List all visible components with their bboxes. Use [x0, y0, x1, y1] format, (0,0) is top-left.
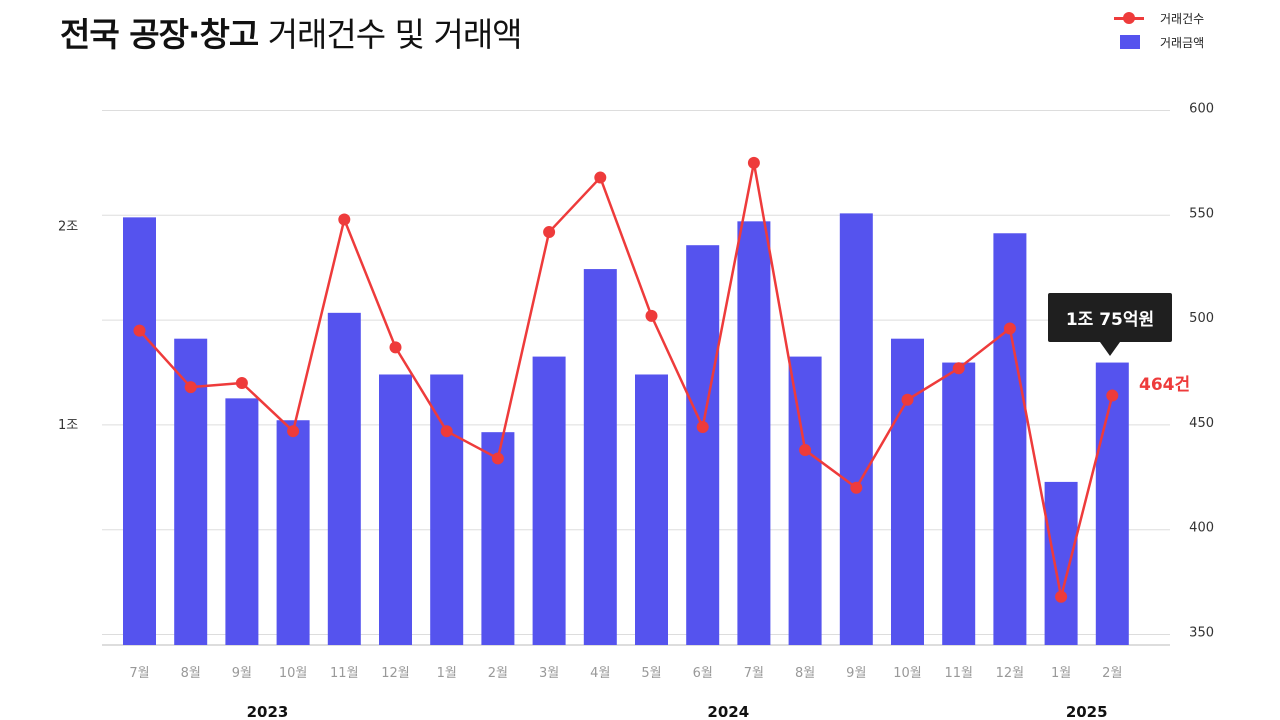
- bar: [379, 374, 412, 645]
- x-tick-label: 7월: [744, 666, 764, 681]
- left-axis-tick-label: 2조: [58, 219, 78, 234]
- bar: [327, 312, 361, 645]
- count-point: [389, 341, 402, 354]
- line-marker-icon: [1114, 11, 1144, 25]
- chart-title: 전국 공장·창고 거래건수 및 거래액: [60, 8, 523, 56]
- right-axis-tick-label: 450: [1189, 416, 1214, 431]
- bar: [583, 269, 617, 645]
- count-point: [799, 444, 812, 457]
- count-point: [850, 481, 863, 494]
- bar: [839, 213, 873, 645]
- chart-title-bold: 전국 공장·창고: [60, 15, 259, 54]
- bar: [532, 356, 566, 645]
- bar: [430, 374, 464, 645]
- bar: [788, 356, 822, 645]
- bar: [225, 398, 259, 645]
- x-tick-label: 4월: [590, 666, 610, 681]
- count-point: [491, 452, 504, 465]
- bar: [1044, 481, 1078, 645]
- bar: [123, 217, 156, 646]
- right-axis-tick-label: 350: [1189, 626, 1214, 641]
- x-tick-label: 3월: [539, 666, 559, 681]
- count-point: [440, 425, 453, 438]
- count-point: [1003, 322, 1016, 335]
- last-point-label: 464건: [1139, 375, 1191, 395]
- tooltip-arrow: [1100, 342, 1120, 356]
- count-point: [747, 156, 760, 169]
- left-axis-tick-label: 1조: [58, 418, 78, 433]
- count-point: [338, 213, 351, 226]
- x-tick-label: 8월: [181, 666, 201, 681]
- chart-legend: 거래건수 거래금액: [1114, 6, 1204, 54]
- x-tick-label: 12월: [381, 666, 410, 681]
- bar-swatch-icon: [1114, 35, 1144, 49]
- x-tick-label: 2월: [488, 666, 508, 681]
- count-point: [287, 425, 300, 438]
- right-axis-tick-label: 400: [1189, 521, 1214, 536]
- legend-label-count: 거래건수: [1160, 11, 1205, 26]
- count-point: [184, 381, 197, 394]
- year-label: 2024: [707, 703, 749, 720]
- x-tick-label: 6월: [693, 666, 713, 681]
- year-label: 2025: [1066, 703, 1108, 720]
- chart-title-light: 거래건수 및 거래액: [267, 15, 523, 54]
- x-tick-label: 5월: [641, 666, 661, 681]
- right-axis-tick-label: 500: [1189, 311, 1214, 326]
- x-tick-label: 7월: [129, 666, 149, 681]
- bar: [891, 338, 924, 645]
- tooltip: 1조 75억원: [1048, 293, 1172, 342]
- x-tick-label: 10월: [279, 666, 308, 681]
- bar: [737, 221, 771, 645]
- bar: [1095, 362, 1129, 645]
- x-tick-label: 1월: [437, 666, 457, 681]
- bar: [635, 374, 668, 645]
- count-point: [594, 171, 607, 184]
- bar: [686, 245, 720, 645]
- bar: [942, 362, 976, 645]
- x-tick-label: 2월: [1102, 666, 1122, 681]
- legend-label-amount: 거래금액: [1160, 35, 1205, 50]
- count-point: [235, 376, 248, 389]
- count-point: [1106, 389, 1119, 402]
- count-point: [543, 226, 556, 239]
- legend-item-amount: 거래금액: [1114, 30, 1204, 54]
- year-label: 2023: [247, 703, 289, 720]
- x-tick-label: 1월: [1051, 666, 1071, 681]
- count-point: [952, 362, 965, 375]
- right-axis-tick-label: 550: [1189, 206, 1214, 221]
- x-tick-label: 11월: [944, 666, 973, 681]
- right-axis-tick-label: 600: [1189, 101, 1214, 116]
- x-tick-label: 8월: [795, 666, 815, 681]
- count-point: [133, 324, 146, 337]
- count-point: [1055, 590, 1068, 603]
- x-tick-label: 9월: [846, 666, 866, 681]
- count-point: [901, 393, 914, 406]
- count-point: [696, 421, 709, 433]
- bar: [481, 432, 515, 645]
- x-tick-label: 11월: [330, 666, 359, 681]
- legend-item-count: 거래건수: [1114, 6, 1204, 30]
- bar: [276, 420, 310, 645]
- bar: [993, 233, 1027, 645]
- count-line: [138, 161, 1114, 599]
- x-tick-label: 12월: [996, 666, 1025, 681]
- count-point: [645, 309, 658, 322]
- x-tick-label: 9월: [232, 666, 252, 681]
- x-tick-label: 10월: [893, 666, 922, 681]
